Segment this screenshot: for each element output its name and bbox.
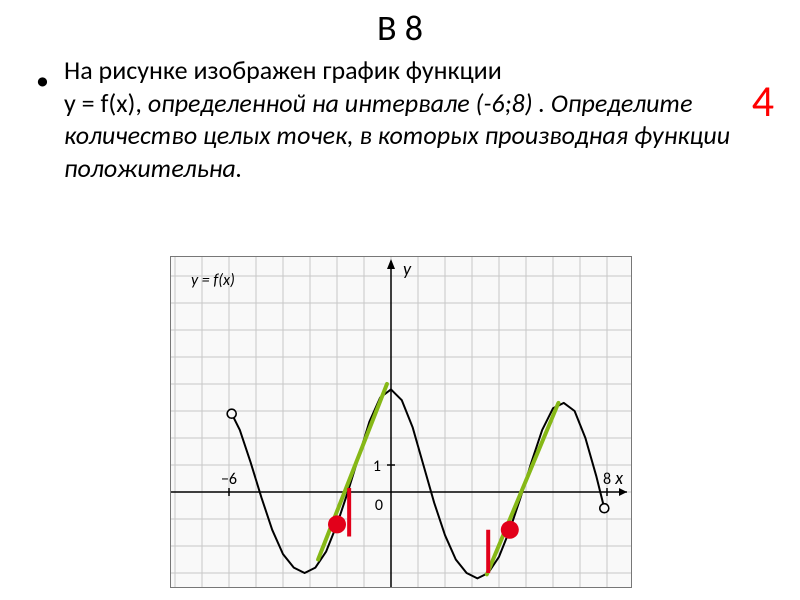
problem-line-1: На рисунке изображен график функции <box>64 54 502 86</box>
svg-text:0: 0 <box>375 496 383 515</box>
answer-value: 4 <box>752 74 774 128</box>
function-graph: y = f(x) y x 1 0 −6 8 <box>170 256 632 588</box>
problem-func: y = f(x), <box>64 87 142 119</box>
problem-text: • На рисунке изображен график функции y … <box>0 54 800 184</box>
bullet-icon: • <box>36 64 49 97</box>
problem-rest: определенной на интервале (-6;8) . Опред… <box>64 87 730 184</box>
svg-text:x: x <box>614 467 623 489</box>
slide-title: В 8 <box>0 6 800 50</box>
svg-text:−6: −6 <box>221 470 237 489</box>
svg-text:y = f(x): y = f(x) <box>191 271 235 290</box>
svg-text:y: y <box>403 258 412 280</box>
svg-text:1: 1 <box>373 457 381 476</box>
svg-text:8: 8 <box>603 470 611 489</box>
